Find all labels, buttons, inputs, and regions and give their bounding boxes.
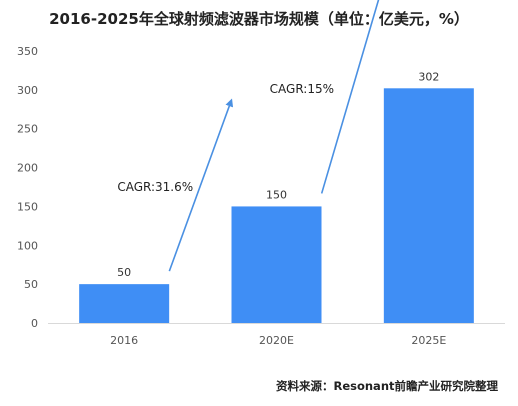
bar	[231, 206, 322, 323]
y-tick-label: 150	[17, 200, 38, 213]
chart-title: 2016-2025年全球射频滤波器市场规模（单位：亿美元，%）	[49, 10, 469, 28]
bar	[79, 284, 170, 323]
y-tick-label: 300	[17, 84, 38, 97]
bar	[383, 88, 474, 323]
bars: 50 150 302	[79, 70, 474, 323]
data-label: 302	[418, 70, 439, 83]
y-tick-label: 200	[17, 162, 38, 175]
y-axis-ticks: 0 50 100 150 200 250 300 350	[17, 45, 38, 330]
y-tick-label: 350	[17, 45, 38, 58]
data-label: 50	[117, 266, 131, 279]
source-note: 资料来源：Resonant前瞻产业研究院整理	[275, 379, 498, 393]
cagr-annotations: CAGR:31.6% CAGR:15%	[117, 0, 380, 272]
y-tick-label: 0	[31, 317, 38, 330]
y-tick-label: 100	[17, 239, 38, 252]
x-tick-label: 2025E	[411, 334, 446, 347]
cagr-label: CAGR:15%	[270, 82, 334, 96]
cagr-arrow	[168, 98, 234, 272]
x-axis-ticks: 2016 2020E 2025E	[110, 334, 446, 347]
x-tick-label: 2016	[110, 334, 138, 347]
cagr-label: CAGR:31.6%	[117, 180, 193, 194]
x-tick-label: 2020E	[259, 334, 294, 347]
y-tick-label: 250	[17, 123, 38, 136]
cagr-arrow	[320, 0, 380, 194]
y-tick-label: 50	[24, 278, 38, 291]
data-label: 150	[266, 188, 287, 201]
